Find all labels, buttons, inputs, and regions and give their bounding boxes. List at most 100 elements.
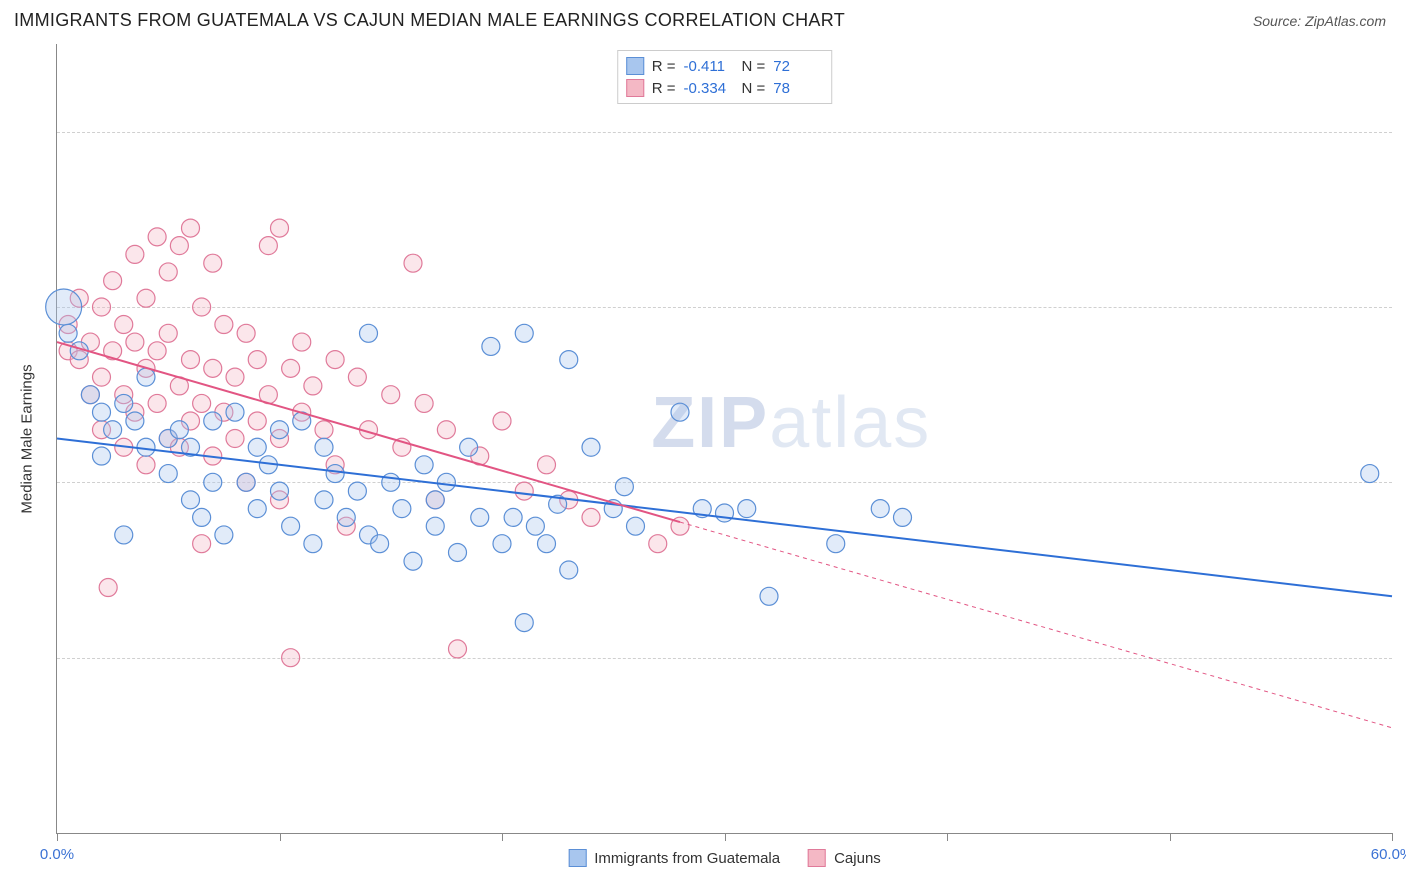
data-point (393, 500, 411, 518)
data-point (315, 438, 333, 456)
data-point (126, 412, 144, 430)
data-point (582, 508, 600, 526)
data-point (193, 394, 211, 412)
chart-container: Median Male Earnings ZIPatlas $20,000$40… (14, 44, 1392, 878)
data-point (93, 447, 111, 465)
x-tick-label: 0.0% (40, 846, 74, 863)
data-point (126, 333, 144, 351)
data-point (126, 245, 144, 263)
data-point (560, 351, 578, 369)
data-point (248, 438, 266, 456)
data-point (237, 473, 255, 491)
data-point (93, 368, 111, 386)
data-point (404, 552, 422, 570)
data-point (282, 359, 300, 377)
data-point (437, 473, 455, 491)
data-point (538, 456, 556, 474)
data-point (282, 649, 300, 667)
data-point (93, 403, 111, 421)
data-point (493, 535, 511, 553)
chart-title: IMMIGRANTS FROM GUATEMALA VS CAJUN MEDIA… (14, 10, 845, 31)
data-point (760, 587, 778, 605)
data-point (371, 535, 389, 553)
data-point (137, 456, 155, 474)
data-point (204, 359, 222, 377)
data-point (259, 237, 277, 255)
data-point (99, 579, 117, 597)
source-label: Source: (1253, 13, 1301, 29)
correlation-row-cajuns: R = -0.334 N = 78 (626, 77, 824, 99)
chart-header: IMMIGRANTS FROM GUATEMALA VS CAJUN MEDIA… (0, 0, 1406, 37)
data-point (148, 342, 166, 360)
data-point (193, 535, 211, 553)
data-point (104, 421, 122, 439)
data-point (460, 438, 478, 456)
trend-line (57, 342, 680, 522)
data-point (627, 517, 645, 535)
source-value: ZipAtlas.com (1305, 13, 1386, 29)
data-point (1361, 465, 1379, 483)
data-point (248, 500, 266, 518)
data-point (59, 324, 77, 342)
data-point (326, 351, 344, 369)
legend-label-guatemala: Immigrants from Guatemala (594, 850, 780, 867)
data-point (159, 263, 177, 281)
data-point (382, 473, 400, 491)
data-point (415, 456, 433, 474)
data-point (182, 219, 200, 237)
data-point (449, 543, 467, 561)
n-value-cajuns: 78 (773, 80, 823, 97)
r-value-guatemala: -0.411 (684, 58, 734, 75)
correlation-legend: R = -0.411 N = 72 R = -0.334 N = 78 (617, 50, 833, 104)
data-point (137, 438, 155, 456)
data-point (148, 228, 166, 246)
data-point (248, 412, 266, 430)
data-point (649, 535, 667, 553)
data-point (115, 526, 133, 544)
data-point (315, 421, 333, 439)
data-point (415, 394, 433, 412)
data-point (894, 508, 912, 526)
data-point (404, 254, 422, 272)
data-point (337, 508, 355, 526)
data-point (315, 491, 333, 509)
data-point (738, 500, 756, 518)
data-point (46, 289, 82, 325)
data-point (716, 504, 734, 522)
data-point (538, 535, 556, 553)
data-point (382, 386, 400, 404)
data-point (471, 508, 489, 526)
swatch-cajuns (808, 849, 826, 867)
y-tick-label: $60,000 (1400, 299, 1406, 316)
data-point (426, 517, 444, 535)
n-value-guatemala: 72 (773, 58, 823, 75)
x-tick-label: 60.0% (1371, 846, 1406, 863)
legend-label-cajuns: Cajuns (834, 850, 881, 867)
data-point (204, 412, 222, 430)
data-point (226, 403, 244, 421)
data-point (182, 491, 200, 509)
data-point (204, 254, 222, 272)
data-point (304, 377, 322, 395)
scatter-svg (57, 44, 1392, 833)
data-point (215, 526, 233, 544)
swatch-guatemala (568, 849, 586, 867)
y-tick-label: $80,000 (1400, 123, 1406, 140)
data-point (182, 351, 200, 369)
data-point (137, 368, 155, 386)
data-point (170, 421, 188, 439)
data-point (193, 298, 211, 316)
y-axis-label: Median Male Earnings (19, 364, 36, 513)
n-label: N = (742, 80, 766, 97)
r-label: R = (652, 58, 676, 75)
data-point (348, 482, 366, 500)
legend-item-guatemala: Immigrants from Guatemala (568, 849, 780, 867)
data-point (93, 298, 111, 316)
data-point (515, 482, 533, 500)
data-point (360, 324, 378, 342)
data-point (348, 368, 366, 386)
x-tick (280, 833, 281, 841)
data-point (170, 237, 188, 255)
data-point (81, 386, 99, 404)
x-tick (502, 833, 503, 841)
